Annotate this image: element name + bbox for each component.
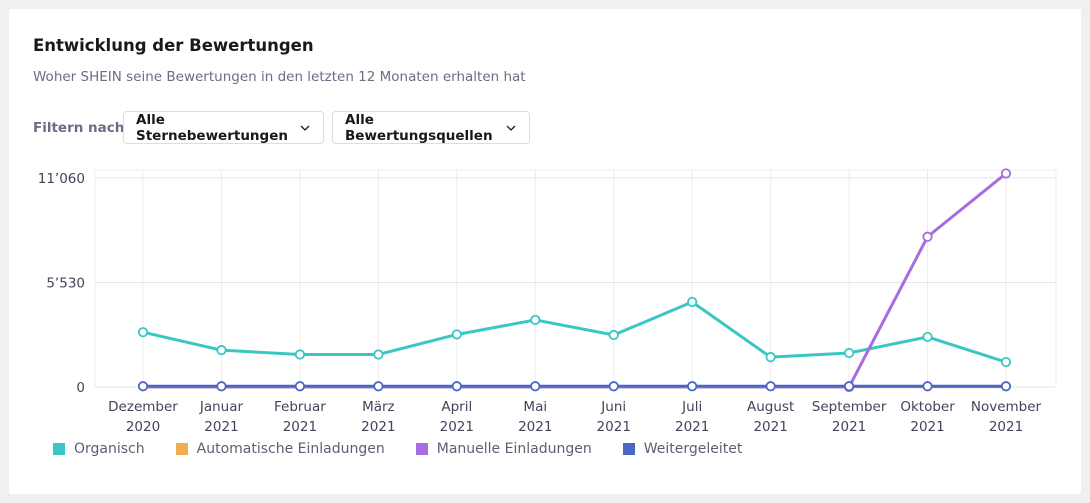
data-point xyxy=(687,381,698,392)
x-tick-label-year: 2021 xyxy=(597,419,631,435)
data-point xyxy=(843,347,855,359)
x-tick-label-month: August xyxy=(747,399,794,415)
data-point xyxy=(451,381,462,392)
data-point xyxy=(216,381,227,392)
legend-label: Automatische Einladungen xyxy=(196,441,385,457)
star-rating-filter-dropdown[interactable]: Alle Sternebewertungen xyxy=(123,111,324,144)
legend-label: Organisch xyxy=(74,441,145,457)
legend-item[interactable]: Weitergeleitet xyxy=(622,441,743,457)
legend-swatch xyxy=(53,443,65,455)
ratings-development-card: Entwicklung der Bewertungen Woher SHEIN … xyxy=(9,9,1081,494)
data-point xyxy=(294,349,306,360)
x-tick-label-month: Mai xyxy=(523,399,547,415)
y-tick-label: 11’060 xyxy=(38,171,85,187)
card-title: Entwicklung der Bewertungen xyxy=(33,36,314,55)
data-point xyxy=(608,381,619,392)
data-point xyxy=(687,296,698,308)
filter-label: Filtern nach xyxy=(33,120,125,136)
chart-legend: Organisch Automatische Einladungen Manuell… xyxy=(53,441,773,457)
legend-item[interactable]: Organisch xyxy=(53,441,145,457)
x-tick-label-year: 2021 xyxy=(440,419,474,435)
data-point xyxy=(373,381,384,392)
data-point xyxy=(137,327,149,338)
data-point xyxy=(1000,381,1012,392)
data-point xyxy=(137,381,149,392)
data-point xyxy=(451,329,462,340)
data-point xyxy=(530,314,541,326)
data-point xyxy=(530,381,541,392)
x-tick-label-year: 2021 xyxy=(989,419,1023,435)
data-point xyxy=(922,381,933,392)
data-point xyxy=(373,349,384,360)
card-subtitle: Woher SHEIN seine Bewertungen in den let… xyxy=(33,69,526,85)
x-tick-label-year: 2021 xyxy=(361,419,395,435)
legend-item[interactable]: Manuelle Einladungen xyxy=(415,441,592,457)
chevron-down-icon xyxy=(299,122,311,134)
legend-swatch xyxy=(415,443,428,455)
x-tick-label-year: 2021 xyxy=(675,419,709,435)
data-point xyxy=(843,381,855,392)
legend-item[interactable]: Automatische Einladungen xyxy=(175,441,385,457)
data-point xyxy=(765,352,776,363)
legend-label: Manuelle Einladungen xyxy=(436,441,592,457)
x-tick-label-month: Februar xyxy=(274,399,326,415)
star-rating-filter-label: Alle Sternebewertungen xyxy=(136,111,288,144)
legend-label: Weitergeleitet xyxy=(643,441,743,457)
x-tick-label-year: 2021 xyxy=(204,419,238,435)
data-point xyxy=(608,329,619,341)
x-tick-label-month: Juni xyxy=(600,399,626,415)
legend-swatch xyxy=(622,443,635,455)
data-point xyxy=(922,231,933,242)
x-tick-label-year: 2021 xyxy=(832,419,866,435)
x-tick-label-year: 2021 xyxy=(283,419,317,435)
data-point xyxy=(1000,168,1012,179)
x-tick-label-year: 2021 xyxy=(753,419,787,435)
series-line xyxy=(142,300,1007,364)
x-tick-label-month: September xyxy=(812,399,887,415)
chevron-down-icon xyxy=(505,122,517,134)
review-source-filter-dropdown[interactable]: Alle Bewertungsquellen xyxy=(332,111,530,144)
x-tick-label-month: November xyxy=(971,399,1042,415)
y-tick-label: 0 xyxy=(76,380,85,396)
legend-swatch xyxy=(175,443,188,455)
x-tick-label-month: April xyxy=(441,399,472,415)
data-point xyxy=(294,381,306,392)
x-tick-label-month: Januar xyxy=(199,399,244,415)
x-tick-label-month: Dezember xyxy=(108,399,178,415)
review-source-filter-label: Alle Bewertungsquellen xyxy=(345,111,493,144)
data-point xyxy=(216,345,227,356)
series-line xyxy=(143,172,1007,389)
x-tick-label-month: März xyxy=(362,399,395,415)
data-point xyxy=(765,381,776,392)
x-tick-label-year: 2021 xyxy=(910,419,944,435)
data-point xyxy=(922,331,933,343)
x-tick-label-month: Oktober xyxy=(900,399,955,415)
x-tick-label-year: 2021 xyxy=(518,419,552,435)
y-tick-label: 5’530 xyxy=(46,276,85,292)
x-tick-label-month: Juli xyxy=(681,399,702,415)
data-point xyxy=(1000,356,1012,368)
x-tick-label-year: 2020 xyxy=(126,419,160,435)
